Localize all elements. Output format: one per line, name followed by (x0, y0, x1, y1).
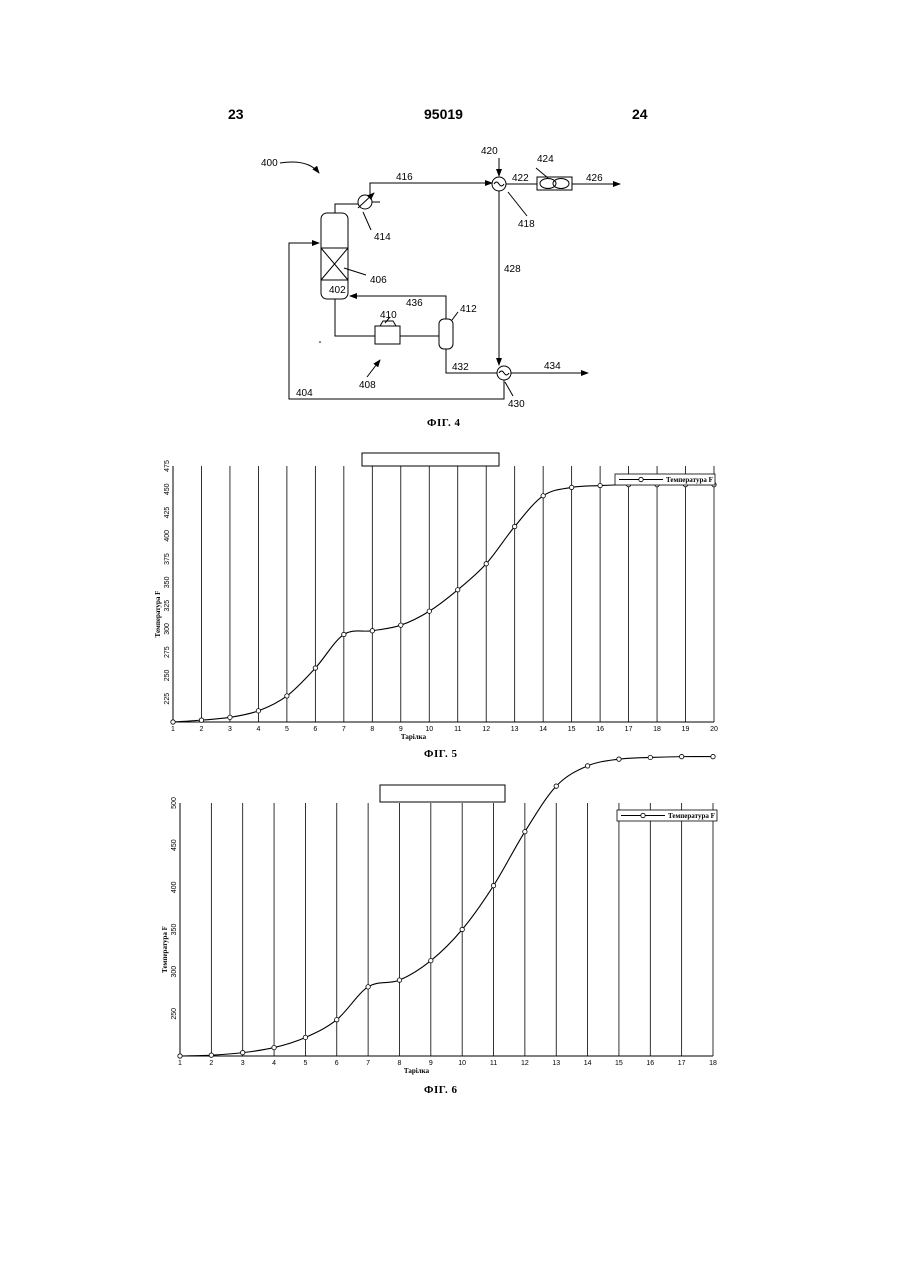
x-tick-label: 5 (303, 1060, 307, 1067)
x-tick-label: 13 (552, 1060, 560, 1067)
x-tick-label: 15 (615, 1060, 623, 1067)
x-tick-label: 8 (398, 1060, 402, 1067)
x-tick-label: 10 (458, 1060, 466, 1067)
data-point (397, 978, 401, 982)
data-point (303, 1035, 307, 1039)
y-tick-label: 400 (171, 881, 178, 893)
title-box (380, 785, 505, 802)
x-axis-label: Тарілка (404, 1067, 430, 1075)
data-point (711, 754, 715, 758)
data-point (366, 985, 370, 989)
x-tick-label: 12 (521, 1060, 529, 1067)
x-tick-label: 6 (335, 1060, 339, 1067)
x-tick-label: 16 (646, 1060, 654, 1067)
x-tick-label: 9 (429, 1060, 433, 1067)
figure-6-caption: ФІГ. 6 (424, 1084, 458, 1096)
data-point (178, 1054, 182, 1058)
data-point (335, 1018, 339, 1022)
data-point (460, 927, 464, 931)
legend-label: Температура F (668, 812, 715, 820)
x-tick-label: 18 (709, 1060, 717, 1067)
data-point (679, 754, 683, 758)
data-point (491, 883, 495, 887)
x-tick-label: 3 (241, 1060, 245, 1067)
x-tick-label: 2 (209, 1060, 213, 1067)
data-point (554, 784, 558, 788)
x-tick-label: 17 (678, 1060, 686, 1067)
data-point (429, 959, 433, 963)
data-point (585, 764, 589, 768)
data-point (272, 1045, 276, 1049)
y-tick-label: 350 (171, 924, 178, 936)
x-tick-label: 7 (366, 1060, 370, 1067)
y-axis-label: Температура F (161, 926, 169, 973)
x-tick-label: 14 (584, 1060, 592, 1067)
x-tick-label: 1 (178, 1060, 182, 1067)
data-point (241, 1050, 245, 1054)
data-point (617, 757, 621, 761)
x-tick-label: 4 (272, 1060, 276, 1067)
legend-marker (641, 813, 645, 817)
data-point (648, 755, 652, 759)
x-tick-label: 11 (490, 1060, 497, 1067)
data-point (523, 829, 527, 833)
y-tick-label: 250 (171, 1008, 178, 1020)
y-tick-label: 300 (171, 966, 178, 978)
data-point (209, 1053, 213, 1057)
y-tick-label: 450 (171, 839, 178, 851)
y-tick-label: 500 (171, 797, 178, 809)
